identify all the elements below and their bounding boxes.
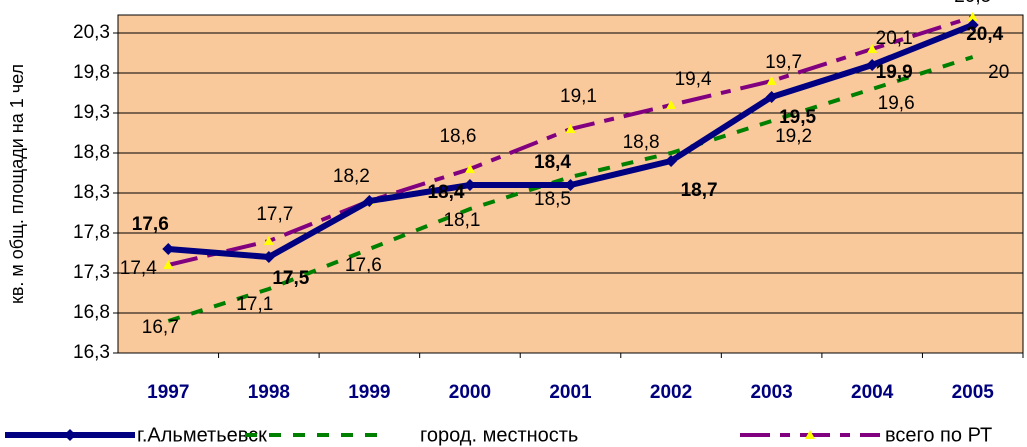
- data-label: 17,6: [132, 214, 169, 235]
- y-tick-label: 18,8: [73, 142, 110, 163]
- data-label: 16,7: [142, 317, 179, 338]
- data-label: 17,7: [256, 204, 293, 225]
- data-label: 20: [988, 62, 1009, 83]
- legend-label: г.Альметьевск: [137, 424, 267, 446]
- marker: [665, 155, 678, 167]
- marker: [262, 251, 275, 263]
- data-label: 19,2: [775, 126, 812, 147]
- data-label: 19,7: [765, 52, 802, 73]
- data-label: 18,8: [623, 132, 660, 153]
- data-label: 19,6: [878, 93, 915, 114]
- y-tick-label: 18,3: [73, 182, 110, 203]
- legend-label: город. местность: [420, 424, 578, 446]
- y-tick-label: 16,8: [73, 302, 110, 323]
- marker: [163, 260, 174, 269]
- x-tick-label: 2002: [650, 382, 692, 403]
- data-label: 17,1: [236, 294, 273, 315]
- x-tick-label: 2004: [851, 382, 894, 403]
- y-axis-label: кв. м общ. площади на 1 чел: [7, 64, 27, 304]
- x-tick-label: 2003: [750, 382, 792, 403]
- data-label: 19,4: [675, 69, 712, 90]
- data-label: 20,1: [876, 28, 913, 49]
- data-label: 18,4: [427, 182, 464, 203]
- data-label: 20,4: [966, 24, 1003, 45]
- legend-label: всего по РТ: [885, 424, 992, 446]
- marker: [565, 124, 576, 133]
- data-label: 19,5: [779, 107, 816, 128]
- marker: [866, 59, 879, 71]
- data-label: 17,4: [120, 258, 157, 279]
- data-label: 18,7: [681, 180, 718, 201]
- marker: [867, 44, 878, 53]
- marker: [765, 91, 778, 103]
- x-tick-label: 1997: [147, 382, 189, 403]
- data-label: 18,5: [534, 189, 571, 210]
- x-tick-label: 1999: [348, 382, 390, 403]
- data-label: 17,6: [345, 255, 382, 276]
- x-tick-label: 2005: [952, 382, 995, 403]
- x-tick-label: 1998: [248, 382, 290, 403]
- legend-marker: [64, 429, 76, 441]
- y-tick-label: 16,3: [73, 342, 110, 363]
- data-label: 19,9: [876, 62, 913, 83]
- marker: [766, 76, 777, 85]
- x-tick-label: 2001: [549, 382, 592, 403]
- marker: [463, 179, 476, 191]
- y-tick-label: 17,8: [73, 222, 110, 243]
- marker: [966, 19, 979, 31]
- data-label: 18,1: [443, 210, 480, 231]
- y-tick-label: 17,3: [73, 262, 110, 283]
- y-tick-label: 20,3: [73, 22, 110, 43]
- marker: [263, 236, 274, 245]
- marker: [967, 12, 978, 21]
- y-tick-label: 19,8: [73, 62, 110, 83]
- marker: [162, 243, 175, 255]
- legend-marker: [805, 430, 815, 439]
- x-tick-label: 2000: [449, 382, 491, 403]
- data-label: 17,5: [272, 268, 309, 289]
- data-label: 20,5: [954, 0, 991, 7]
- data-label: 18,4: [534, 152, 571, 173]
- marker: [363, 195, 376, 207]
- marker: [564, 179, 577, 191]
- data-label: 19,1: [560, 86, 597, 107]
- data-label: 18,2: [333, 166, 370, 187]
- data-label: 18,6: [439, 126, 476, 147]
- y-tick-label: 19,3: [73, 102, 110, 123]
- marker: [666, 100, 677, 109]
- series-line: [167, 55, 974, 323]
- marker: [464, 164, 475, 173]
